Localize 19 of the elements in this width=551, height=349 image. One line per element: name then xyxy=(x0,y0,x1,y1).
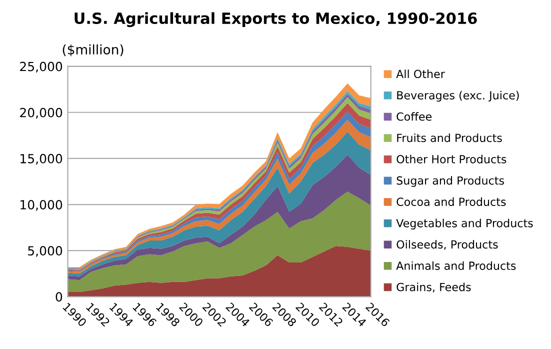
legend-label: Coffee xyxy=(396,112,432,121)
y-tick-label: 5,000 xyxy=(28,246,62,257)
legend-label: Fruits and Products xyxy=(397,133,502,142)
legend-label: Grains, Feeds xyxy=(396,282,471,292)
y-tick-label: 15,000 xyxy=(20,154,62,165)
legend-label: Animals and Products xyxy=(396,261,516,270)
y-tick-label: 0 xyxy=(56,292,62,302)
y-tick-label: 10,000 xyxy=(20,200,62,211)
legend-label: Beverages (exc. Juice) xyxy=(397,90,519,102)
y-tick-label: 25,000 xyxy=(20,62,62,73)
legend-label: Other Hort Products xyxy=(396,154,506,164)
y-tick-label: 20,000 xyxy=(20,108,62,119)
legend-label: Vegetables and Products xyxy=(396,218,533,230)
legend-label: Oilseeds, Products xyxy=(396,240,498,250)
chart-title: U.S. Agricultural Exports to Mexico, 1990-2016 xyxy=(74,12,477,28)
legend-label: Sugar and Products xyxy=(396,176,504,187)
legend-label: All Other xyxy=(396,70,445,78)
y-axis-title: ($million) xyxy=(62,44,124,56)
legend-label: Cocoa and Products xyxy=(396,197,506,206)
